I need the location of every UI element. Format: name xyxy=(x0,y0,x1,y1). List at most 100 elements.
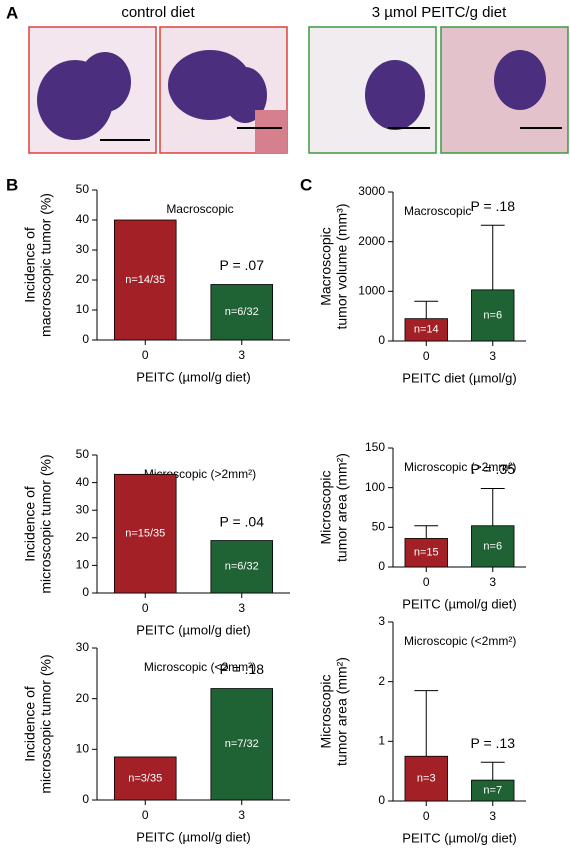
y-axis-label: tumor area (mm²) xyxy=(334,453,350,562)
bar xyxy=(404,755,448,802)
y-axis-label: Incidence of xyxy=(22,686,38,762)
bar xyxy=(113,219,177,341)
bar-label: n=14/35 xyxy=(125,274,165,286)
bar xyxy=(471,779,515,802)
y-tick-label: 100 xyxy=(365,480,385,494)
y-tick-label: 1 xyxy=(378,734,385,748)
y-tick-label: 1000 xyxy=(358,284,385,298)
x-tick-label: 0 xyxy=(142,348,149,362)
y-tick-label: 10 xyxy=(76,302,90,316)
bar xyxy=(210,540,274,594)
annotation: P = .18 xyxy=(219,661,264,677)
annotation: P = .18 xyxy=(470,198,515,214)
x-tick-label: 0 xyxy=(142,808,149,822)
bar xyxy=(210,284,274,341)
x-axis-label: PEITC (µmol/g diet) xyxy=(402,596,516,611)
bar xyxy=(404,538,448,568)
y-tick-label: 0 xyxy=(378,333,385,347)
y-tick-label: 150 xyxy=(365,440,385,454)
x-tick-label: 3 xyxy=(238,808,245,822)
bar-label: n=3 xyxy=(417,773,436,785)
y-axis-label: Incidence of xyxy=(22,486,38,562)
x-axis-label: PEITC (µmol/g diet) xyxy=(402,830,516,845)
y-axis-label: Microscopic xyxy=(318,471,334,545)
x-tick-label: 0 xyxy=(423,575,430,589)
y-tick-label: 20 xyxy=(76,691,90,705)
x-tick-label: 3 xyxy=(489,809,496,823)
y-tick-label: 50 xyxy=(76,447,90,461)
y-tick-label: 10 xyxy=(76,558,90,572)
y-tick-label: 2000 xyxy=(358,234,385,248)
bar-label: n=7/32 xyxy=(225,738,259,750)
chart-title: Macroscopic xyxy=(166,202,233,216)
chart-title: Microscopic (<2mm²) xyxy=(144,660,256,674)
chart-title: Macroscopic xyxy=(404,204,471,218)
annotation: P = .13 xyxy=(470,735,515,751)
y-tick-label: 10 xyxy=(76,742,90,756)
x-tick-label: 3 xyxy=(238,601,245,615)
y-tick-label: 40 xyxy=(76,475,90,489)
y-tick-label: 0 xyxy=(82,585,89,599)
bar-label: n=15 xyxy=(414,547,439,559)
bar xyxy=(113,756,177,801)
image-caption: control diet xyxy=(121,4,195,21)
y-tick-label: 0 xyxy=(378,559,385,573)
panel-label: C xyxy=(300,175,312,194)
y-axis-label: microscopic tumor (%) xyxy=(38,454,54,593)
x-tick-label: 0 xyxy=(142,601,149,615)
y-axis-label: Incidence of xyxy=(22,227,38,303)
y-tick-label: 20 xyxy=(76,272,90,286)
x-axis-label: PEITC (µmol/g diet) xyxy=(136,829,250,844)
y-tick-label: 3000 xyxy=(358,184,385,198)
bar-label: n=6 xyxy=(483,540,502,552)
histology-images xyxy=(28,26,569,154)
x-tick-label: 0 xyxy=(423,349,430,363)
bar-label: n=15/35 xyxy=(125,528,165,540)
panel-label: B xyxy=(6,175,18,194)
x-axis-label: PEITC (µmol/g diet) xyxy=(136,622,250,637)
panel-label: A xyxy=(6,3,18,22)
y-tick-label: 50 xyxy=(76,182,90,196)
bar-label: n=6/32 xyxy=(225,306,259,318)
y-tick-label: 20 xyxy=(76,530,90,544)
bar-label: n=14 xyxy=(414,324,439,336)
annotation: P = .04 xyxy=(219,513,264,529)
bar xyxy=(471,525,515,568)
y-axis-label: tumor volume (mm³) xyxy=(334,203,350,329)
bar xyxy=(210,688,274,801)
y-tick-label: 0 xyxy=(82,332,89,346)
y-axis-label: macroscopic tumor (%) xyxy=(38,193,54,337)
bar-label: n=3/35 xyxy=(128,772,162,784)
chart-title: Microscopic (>2mm²) xyxy=(404,460,516,474)
y-tick-label: 3 xyxy=(378,614,385,628)
y-axis-label: microscopic tumor (%) xyxy=(38,654,54,793)
y-tick-label: 40 xyxy=(76,212,90,226)
y-tick-label: 50 xyxy=(372,520,386,534)
y-axis-label: Microscopic xyxy=(318,675,334,749)
y-tick-label: 0 xyxy=(378,793,385,807)
y-tick-label: 30 xyxy=(76,640,90,654)
y-tick-label: 30 xyxy=(76,502,90,516)
x-tick-label: 3 xyxy=(238,348,245,362)
annotation: P = .35 xyxy=(470,461,515,477)
y-axis-label: tumor area (mm²) xyxy=(334,657,350,766)
x-axis-label: PEITC (µmol/g diet) xyxy=(136,369,250,384)
x-tick-label: 3 xyxy=(489,349,496,363)
bar-label: n=7 xyxy=(483,784,502,796)
y-tick-label: 30 xyxy=(76,242,90,256)
x-tick-label: 3 xyxy=(489,575,496,589)
x-axis-label: PEITC diet (µmol/g) xyxy=(402,370,516,385)
bar xyxy=(113,473,177,594)
bar xyxy=(471,289,515,342)
chart-title: Microscopic (<2mm²) xyxy=(404,634,516,648)
x-tick-label: 0 xyxy=(423,809,430,823)
annotation: P = .07 xyxy=(219,257,264,273)
image-caption: 3 µmol PEITC/g diet xyxy=(372,4,507,21)
bar-label: n=6 xyxy=(483,309,502,321)
y-tick-label: 2 xyxy=(378,674,385,688)
bar xyxy=(404,318,448,342)
bar-label: n=6/32 xyxy=(225,561,259,573)
y-tick-label: 0 xyxy=(82,792,89,806)
y-axis-label: Macroscopic xyxy=(318,227,334,306)
